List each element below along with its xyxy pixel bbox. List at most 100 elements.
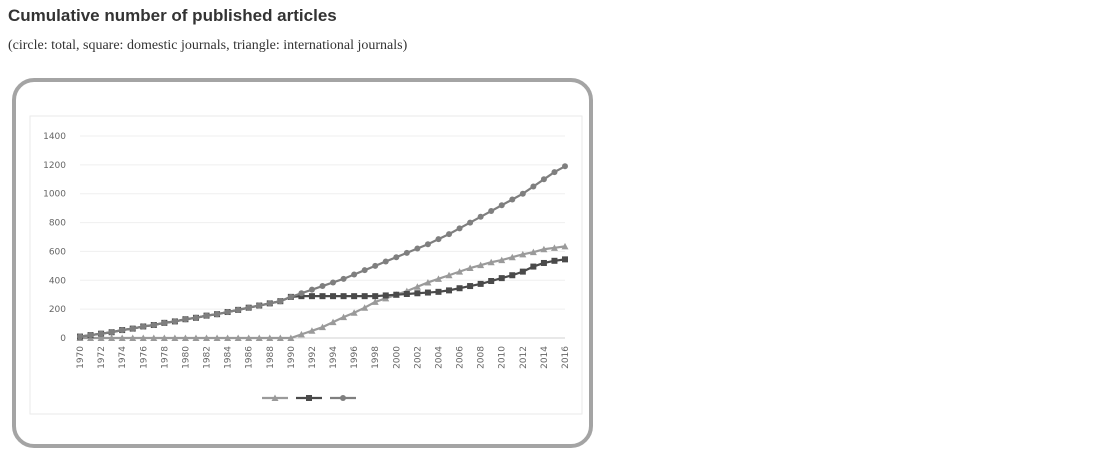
x-tick-label: 2006 (456, 346, 466, 369)
data-point-circle (108, 329, 115, 336)
data-point-square (414, 290, 421, 297)
data-point-triangle (234, 334, 242, 341)
x-tick-label: 1984 (224, 346, 234, 369)
data-point-circle (256, 302, 263, 309)
y-tick-label: 1400 (43, 132, 66, 142)
data-point-triangle (97, 334, 105, 341)
data-point-circle (330, 279, 337, 286)
data-point-triangle (340, 313, 348, 321)
data-point-circle (382, 258, 389, 265)
legend-marker-square (306, 395, 312, 401)
x-tick-label: 1982 (203, 346, 213, 369)
data-point-circle (414, 245, 421, 252)
data-point-triangle (266, 334, 274, 341)
data-point-triangle (371, 298, 379, 305)
data-point-triangle (150, 334, 158, 341)
page-subtitle: (circle: total, square: domestic journal… (8, 38, 408, 53)
data-point-circle (77, 333, 83, 340)
data-point-circle (182, 316, 189, 323)
data-point-circle (551, 169, 558, 176)
data-point-circle (435, 236, 442, 243)
data-point-triangle (561, 242, 569, 250)
x-tick-label: 1990 (287, 346, 297, 369)
data-point-triangle (213, 334, 221, 341)
y-tick-label: 0 (60, 334, 66, 344)
data-point-circle (372, 262, 379, 269)
axis-layer: 0 200 400 600 800 1000 1200 1400 1970 1972 1974 197… (43, 132, 571, 369)
data-point-triangle (118, 334, 126, 341)
y-tick-label: 600 (49, 247, 66, 257)
legend-marker-circle (340, 395, 346, 401)
data-point-circle (87, 332, 94, 339)
x-tick-label: 2010 (498, 346, 508, 369)
y-tick-label: 1200 (43, 161, 66, 171)
data-point-square (382, 292, 389, 299)
data-point-triangle (540, 245, 548, 253)
data-point-triangle (297, 330, 305, 338)
data-point-square (361, 293, 368, 300)
page-title: Cumulative number of published articles (8, 6, 337, 25)
data-point-circle (245, 304, 252, 311)
x-tick-label: 1998 (371, 346, 381, 369)
x-tick-label: 1986 (245, 346, 255, 369)
x-tick-label: 1974 (118, 346, 128, 369)
data-point-triangle (203, 334, 211, 341)
data-point-triangle (445, 271, 453, 279)
data-point-circle (488, 208, 495, 215)
data-point-circle (140, 323, 147, 330)
data-point-triangle (350, 309, 358, 316)
data-point-triangle (519, 250, 527, 258)
x-tick-label: 1978 (160, 346, 170, 369)
x-tick-label: 2000 (392, 346, 402, 369)
data-point-square (330, 293, 337, 300)
x-tick-label: 2004 (434, 346, 444, 369)
x-tick-label: 2012 (519, 346, 529, 369)
data-point-circle (203, 312, 210, 319)
data-point-circle (192, 314, 199, 321)
data-point-circle (214, 311, 221, 318)
x-tick-label: 2014 (540, 346, 550, 369)
x-tick-label: 1972 (97, 346, 107, 369)
x-tick-label: 1992 (308, 346, 318, 369)
data-point-triangle (160, 334, 168, 341)
x-tick-label: 2016 (561, 346, 571, 369)
data-point-circle (277, 298, 284, 305)
data-point-square (393, 291, 400, 298)
data-point-triangle (361, 304, 369, 311)
data-point-triangle (466, 264, 474, 272)
data-point-circle (308, 286, 315, 293)
data-point-triangle (245, 334, 253, 341)
data-point-circle (446, 231, 453, 238)
data-point-square (424, 289, 431, 296)
data-point-square (551, 257, 558, 264)
data-point-triangle (276, 334, 284, 341)
data-point-square (562, 256, 568, 263)
y-tick-label: 1000 (43, 190, 66, 200)
data-point-square (446, 287, 453, 294)
data-point-square (498, 275, 505, 282)
data-point-square (372, 293, 379, 300)
data-point-triangle (424, 278, 432, 286)
data-point-triangle (139, 334, 147, 341)
data-point-square (467, 283, 474, 290)
x-tick-label: 1996 (350, 346, 360, 369)
data-point-circle (562, 163, 568, 170)
chart-frame: 0 200 400 600 800 1000 1200 1400 1970 1972 1974 197… (12, 78, 593, 448)
y-tick-label: 400 (49, 276, 66, 286)
data-point-circle (224, 309, 231, 316)
data-point-circle (467, 219, 474, 226)
x-tick-label: 1980 (181, 346, 191, 369)
data-point-triangle (319, 323, 326, 331)
x-tick-label: 1988 (266, 346, 276, 369)
data-point-circle (129, 325, 136, 332)
data-point-circle (540, 176, 547, 183)
data-point-triangle (508, 253, 516, 261)
data-point-circle (519, 190, 526, 197)
data-point-square (540, 259, 547, 266)
series-layer (76, 163, 569, 341)
data-point-square (351, 293, 358, 300)
data-point-triangle (477, 261, 485, 269)
data-point-square (435, 288, 442, 295)
data-point-triangle (171, 334, 179, 341)
data-point-triangle (487, 258, 495, 266)
